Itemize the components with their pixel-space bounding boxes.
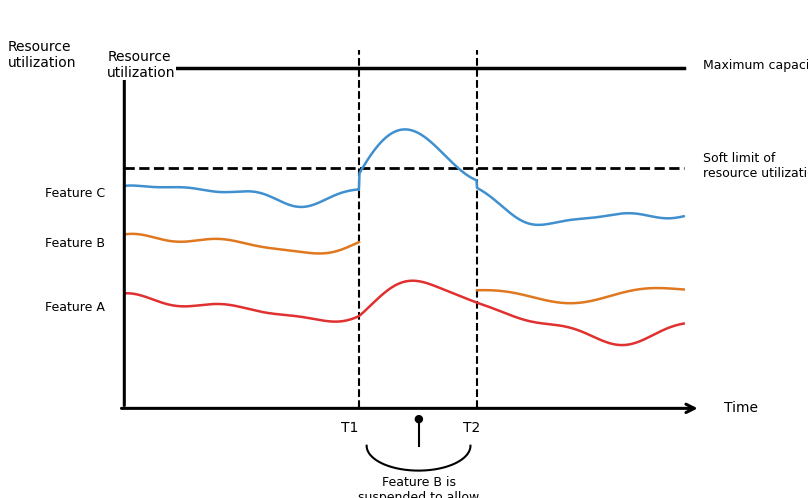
- Text: Resource
utilization: Resource utilization: [107, 50, 176, 80]
- Text: Time: Time: [724, 401, 758, 415]
- Text: Resource
utilization: Resource utilization: [8, 40, 77, 70]
- Text: Feature A: Feature A: [45, 301, 105, 314]
- Text: Soft limit of
resource utilization: Soft limit of resource utilization: [703, 151, 808, 180]
- Text: Feature B is
suspended to allow
sufficient resources
for applications to use
Fea: Feature B is suspended to allow sufficie…: [343, 476, 494, 498]
- Text: T2: T2: [463, 421, 480, 435]
- Text: T1: T1: [341, 421, 358, 435]
- Text: Feature B: Feature B: [45, 237, 105, 250]
- Text: Feature C: Feature C: [45, 187, 105, 200]
- Text: Maximum capacity: Maximum capacity: [703, 59, 808, 72]
- Text: ●: ●: [414, 413, 423, 423]
